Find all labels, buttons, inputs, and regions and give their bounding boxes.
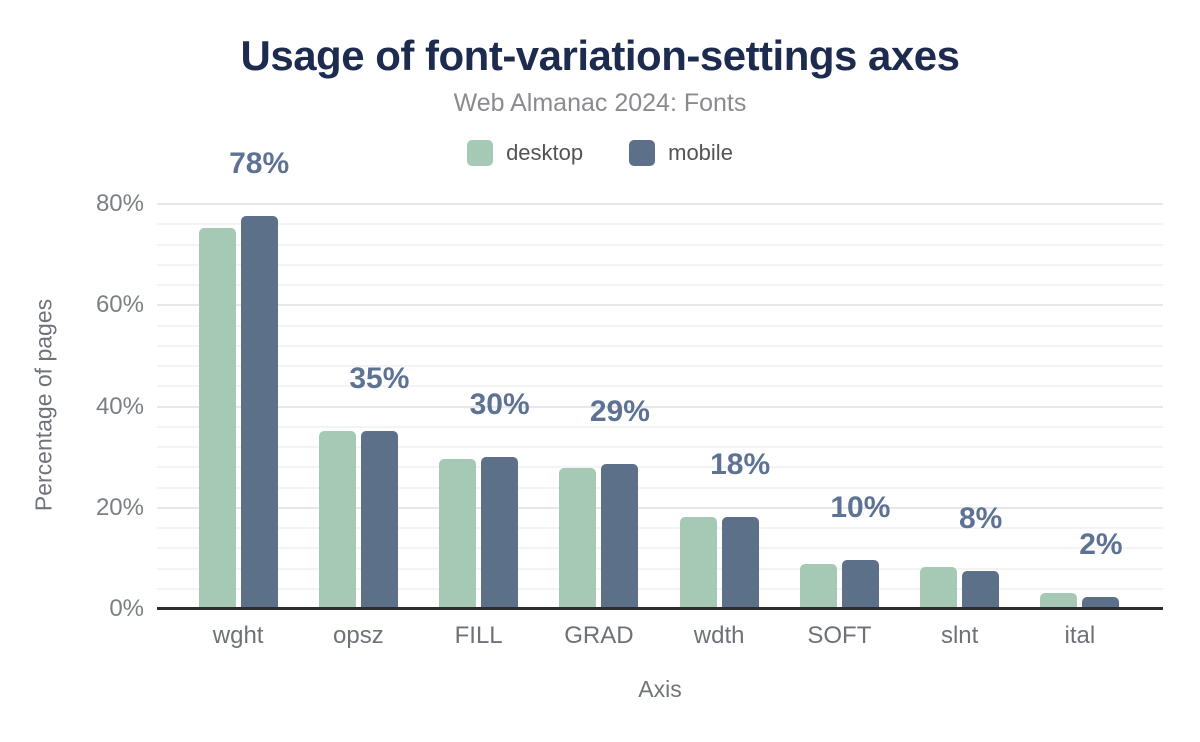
data-label-ital: 2% — [1079, 528, 1123, 562]
category-group-SOFT: 10% SOFT — [779, 190, 899, 649]
bar-desktop-GRAD — [559, 467, 597, 609]
minor-gridline — [157, 324, 1163, 327]
x-tick-label-SOFT: SOFT — [807, 622, 872, 649]
x-axis-title: Axis — [638, 676, 682, 702]
bar-desktop-FILL — [439, 458, 477, 609]
bar-desktop-SOFT — [799, 564, 837, 609]
bar-desktop-opsz — [318, 431, 356, 609]
category-group-wght: 78% wght — [178, 147, 298, 649]
bar-mobile-wdth — [721, 517, 759, 609]
minor-gridline — [157, 284, 1163, 286]
minor-gridline — [157, 547, 1163, 550]
y-tick-label: 80% — [95, 190, 144, 217]
minor-gridline — [157, 425, 1163, 428]
x-tick-label-opsz: opsz — [333, 622, 384, 649]
minor-gridline — [157, 486, 1163, 489]
major-gridline — [157, 304, 1163, 307]
y-tick-label: 60% — [95, 291, 144, 319]
y-tick-label: 20% — [95, 493, 144, 521]
data-label-SOFT: 10% — [830, 491, 891, 525]
bar-mobile-GRAD — [601, 464, 639, 609]
bar-mobile-SOFT — [841, 560, 879, 609]
minor-gridline — [157, 385, 1163, 388]
legend-swatch-mobile — [629, 140, 656, 166]
data-label-FILL: 30% — [469, 387, 530, 421]
legend-label-mobile: mobile — [668, 140, 733, 165]
x-axis-line — [157, 607, 1163, 610]
data-label-slnt: 8% — [958, 501, 1003, 535]
category-group-GRAD: 29% GRAD — [539, 190, 659, 649]
legend: desktop mobile — [0, 140, 1200, 166]
bar-desktop-ital — [1040, 593, 1078, 609]
minor-gridline — [157, 466, 1163, 469]
major-gridline — [157, 203, 1163, 205]
category-group-slnt: 8% slnt — [900, 190, 1020, 649]
bar-mobile-ital — [1082, 597, 1120, 609]
minor-gridline — [157, 446, 1163, 448]
bar-mobile-opsz — [360, 430, 398, 609]
category-group-ital: 2% ital — [1020, 190, 1140, 649]
legend-swatch-desktop — [467, 140, 494, 166]
minor-gridline — [157, 263, 1163, 266]
data-label-GRAD: 29% — [589, 395, 650, 429]
data-label-opsz: 35% — [349, 361, 410, 395]
data-label-wght: 78% — [229, 146, 290, 180]
data-label-wdth: 18% — [710, 448, 771, 482]
bar-mobile-wght — [240, 215, 278, 609]
y-tick-label: 0% — [109, 595, 144, 622]
x-tick-label-FILL: FILL — [454, 622, 503, 649]
minor-gridline — [157, 223, 1163, 226]
x-tick-label-wght: wght — [212, 622, 264, 649]
category-group-wdth: 18% wdth — [659, 190, 779, 649]
minor-gridline — [157, 527, 1163, 529]
major-gridline — [157, 405, 1163, 408]
bar-mobile-FILL — [481, 456, 519, 609]
bar-mobile-slnt — [962, 570, 1000, 609]
legend-item-mobile: mobile — [629, 140, 733, 166]
y-axis-title: Percentage of pages — [30, 298, 57, 512]
minor-gridline — [157, 567, 1163, 570]
x-tick-label-GRAD: GRAD — [564, 622, 634, 649]
bar-groups: 78% wght 35% opsz 30% FILL 29% GRAD 18% wdth 10% SO… — [178, 147, 1140, 649]
legend-label-desktop: desktop — [506, 140, 584, 165]
plot-area: 78% wght 35% opsz 30% FILL 29% GRAD 18% wdth 10% SO… — [96, 147, 1163, 649]
minor-gridline — [157, 587, 1163, 590]
chart-subtitle: Web Almanac 2024: Fonts — [453, 89, 747, 117]
category-group-opsz: 35% opsz — [298, 190, 418, 649]
bar-desktop-slnt — [920, 566, 958, 609]
x-tick-label-slnt: slnt — [940, 622, 979, 649]
minor-gridline — [157, 344, 1163, 347]
minor-gridline — [157, 365, 1163, 367]
bar-desktop-wght — [198, 228, 236, 609]
category-group-FILL: 30% FILL — [419, 190, 539, 649]
major-gridline — [157, 506, 1163, 509]
y-tick-label: 40% — [95, 392, 144, 420]
legend-item-desktop: desktop — [467, 140, 583, 166]
x-tick-label-ital: ital — [1064, 622, 1096, 649]
chart-title: Usage of font-variation-settings axes — [240, 32, 960, 79]
x-tick-label-wdth: wdth — [693, 622, 745, 649]
minor-gridline — [157, 243, 1163, 246]
bar-desktop-wdth — [679, 517, 717, 609]
